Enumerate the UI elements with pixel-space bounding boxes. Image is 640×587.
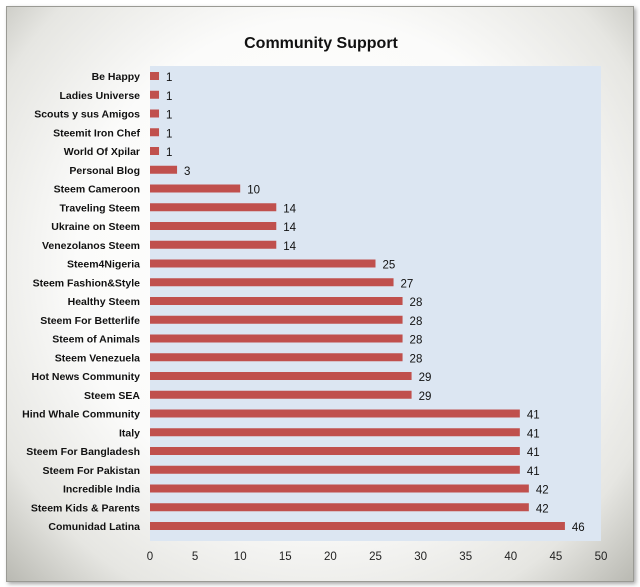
category-label: Ladies Universe — [59, 90, 140, 102]
bar — [150, 240, 277, 249]
value-label: 14 — [283, 222, 296, 234]
bar — [150, 409, 520, 418]
category-label: Ukraine on Steem — [51, 221, 140, 233]
x-axis-ticks: 0 5 10 15 20 25 30 35 40 45 50 — [147, 551, 608, 563]
value-label: 41 — [527, 410, 540, 422]
x-tick-label: 20 — [324, 551, 337, 563]
bar — [150, 278, 394, 287]
value-label: 14 — [283, 203, 296, 215]
category-label: Incredible India — [63, 484, 140, 496]
category-labels: Be Happy Ladies Universe Scouts y sus Amig… — [22, 71, 140, 533]
category-label: Steem Fashion&Style — [33, 277, 141, 289]
value-label: 41 — [527, 447, 540, 459]
value-labels: 1111131014141425272828282829294141414142… — [166, 72, 585, 534]
bar — [150, 372, 412, 380]
bar — [150, 147, 160, 155]
x-tick-label: 45 — [550, 551, 563, 563]
category-label: World Of Xpilar — [64, 146, 140, 158]
bar-chart: Community Support Be Happy Ladies Univers… — [22, 35, 608, 563]
chart-frame: Community Support Be Happy Ladies Univers… — [6, 6, 634, 582]
category-label: Steem For Bangladesh — [26, 446, 140, 458]
bar — [150, 165, 178, 174]
category-label: Steem For Pakistan — [43, 465, 140, 477]
bar — [150, 297, 403, 305]
category-label: Hot News Community — [31, 371, 140, 383]
bar — [150, 128, 160, 137]
value-label: 41 — [527, 428, 540, 440]
value-label: 28 — [410, 297, 423, 309]
value-label: 1 — [166, 110, 172, 122]
category-label: Steem SEA — [84, 390, 140, 402]
category-label: Steem Venezuela — [55, 352, 140, 364]
bar — [150, 465, 520, 474]
category-label: Steem Cameroon — [54, 184, 140, 196]
value-label: 28 — [410, 335, 423, 347]
bar — [150, 503, 529, 512]
category-label: Steem4Nigeria — [67, 259, 140, 271]
value-label: 14 — [283, 241, 296, 253]
x-tick-label: 0 — [147, 551, 153, 563]
bar — [150, 522, 565, 530]
category-label: Comunidad Latina — [48, 521, 140, 533]
value-label: 29 — [419, 372, 432, 384]
value-label: 42 — [536, 503, 549, 515]
x-tick-label: 50 — [595, 551, 608, 563]
bar — [150, 184, 241, 193]
chart-title: Community Support — [244, 35, 398, 52]
value-label: 28 — [410, 353, 423, 365]
value-label: 28 — [410, 316, 423, 328]
bar — [150, 334, 403, 343]
value-label: 27 — [401, 278, 414, 290]
bar — [150, 390, 412, 399]
category-label: Steem For Betterlife — [40, 315, 140, 327]
category-label: Healthy Steem — [68, 296, 140, 308]
bar — [150, 203, 277, 212]
x-tick-label: 25 — [369, 551, 382, 563]
bar — [150, 90, 160, 99]
category-label: Venezolanos Steem — [42, 240, 140, 252]
category-label: Italy — [119, 427, 140, 439]
bar — [150, 109, 160, 118]
x-tick-label: 5 — [192, 551, 198, 563]
x-tick-label: 35 — [459, 551, 472, 563]
category-label: Steemit Iron Chef — [53, 127, 140, 139]
category-label: Personal Blog — [69, 165, 140, 177]
value-label: 3 — [184, 166, 190, 178]
category-label: Be Happy — [92, 71, 141, 83]
value-label: 46 — [572, 522, 585, 534]
bars-group — [150, 72, 565, 530]
x-tick-label: 15 — [279, 551, 292, 563]
value-label: 41 — [527, 466, 540, 478]
bar — [150, 72, 160, 80]
x-tick-label: 10 — [234, 551, 247, 563]
value-label: 1 — [166, 91, 172, 103]
bar — [150, 447, 520, 455]
bar — [150, 353, 403, 362]
category-label: Hind Whale Community — [22, 409, 140, 421]
value-label: 1 — [166, 147, 172, 159]
category-label: Scouts y sus Amigos — [34, 109, 140, 121]
value-label: 1 — [166, 72, 172, 84]
value-label: 25 — [383, 260, 396, 272]
bar — [150, 315, 403, 324]
category-label: Traveling Steem — [59, 202, 140, 214]
bar — [150, 484, 529, 493]
bar — [150, 222, 277, 230]
x-tick-label: 30 — [414, 551, 427, 563]
value-label: 42 — [536, 485, 549, 497]
bar — [150, 259, 376, 268]
x-tick-label: 40 — [504, 551, 517, 563]
bar — [150, 428, 520, 437]
value-label: 1 — [166, 128, 172, 140]
value-label: 29 — [419, 391, 432, 403]
category-label: Steem of Animals — [52, 334, 140, 346]
value-label: 10 — [247, 185, 260, 197]
category-label: Steem Kids & Parents — [31, 502, 140, 514]
